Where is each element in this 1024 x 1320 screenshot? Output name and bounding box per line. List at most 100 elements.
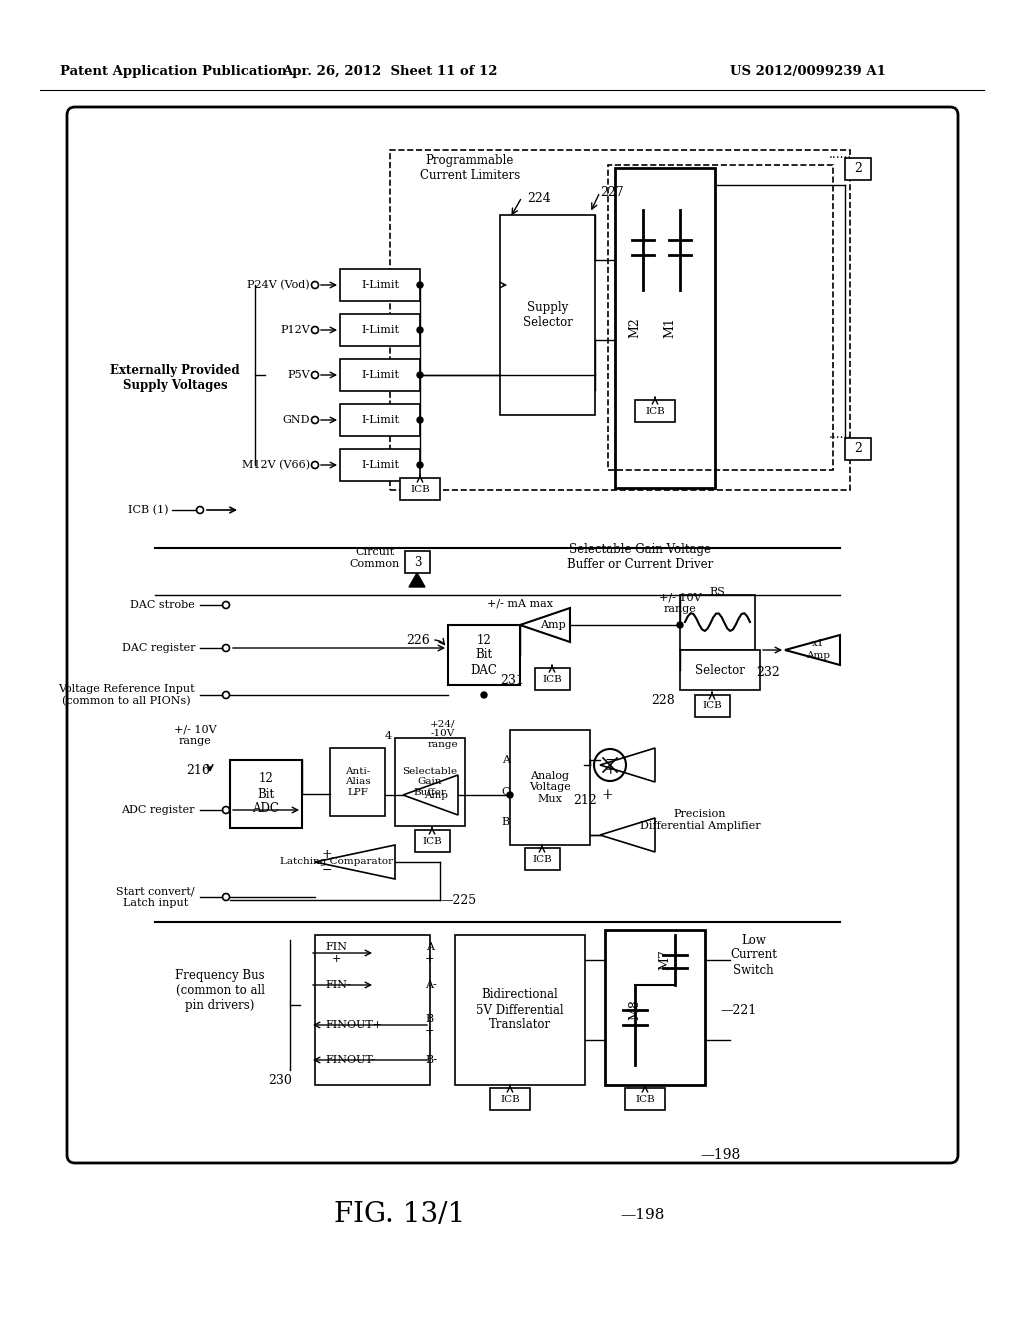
Text: 2: 2 [854, 442, 862, 455]
Text: −: − [322, 863, 332, 876]
Text: DAC register: DAC register [122, 643, 195, 653]
Text: Analog
Voltage
Mux: Analog Voltage Mux [529, 771, 570, 804]
Text: Frequency Bus
(common to all
pin drivers): Frequency Bus (common to all pin drivers… [175, 969, 265, 1011]
Text: ICB: ICB [411, 484, 430, 494]
Text: Voltage Reference Input
(common to all PIONs): Voltage Reference Input (common to all P… [58, 684, 195, 706]
Text: FIN-: FIN- [325, 979, 351, 990]
Text: M2: M2 [629, 318, 641, 338]
Text: A: A [502, 755, 510, 766]
Polygon shape [785, 635, 840, 665]
Bar [415, 830, 450, 851]
Text: I-Limit: I-Limit [361, 459, 399, 470]
Bar [340, 404, 420, 436]
Bar [615, 168, 715, 488]
Bar [400, 478, 440, 500]
Circle shape [507, 792, 513, 799]
Polygon shape [403, 775, 458, 814]
Text: 226: 226 [407, 634, 430, 647]
Text: ICB: ICB [532, 854, 552, 863]
Text: A
+: A + [425, 942, 434, 964]
Text: +/- mA max: +/- mA max [487, 598, 553, 609]
Bar [680, 595, 755, 649]
Bar [525, 847, 560, 870]
Bar [845, 158, 871, 180]
Bar [330, 748, 385, 816]
Polygon shape [600, 748, 655, 781]
Text: I-Limit: I-Limit [361, 280, 399, 290]
Text: Selector: Selector [695, 664, 744, 676]
Text: M8: M8 [629, 999, 641, 1020]
Text: FINOUT+: FINOUT+ [325, 1020, 382, 1030]
Text: A-: A- [425, 979, 437, 990]
Text: Amp: Amp [806, 651, 830, 660]
Polygon shape [409, 573, 425, 587]
Bar [340, 269, 420, 301]
Text: ICB (1): ICB (1) [128, 504, 168, 515]
Text: I-Limit: I-Limit [361, 414, 399, 425]
Text: ICB: ICB [500, 1094, 520, 1104]
Text: Low
Current
Switch: Low Current Switch [730, 933, 777, 977]
Text: 4: 4 [385, 731, 392, 741]
Text: M7: M7 [658, 949, 672, 970]
Circle shape [417, 372, 423, 378]
Text: 227: 227 [600, 186, 624, 199]
Text: 231: 231 [500, 673, 524, 686]
Text: B-: B- [425, 1055, 437, 1065]
Text: 12
Bit
DAC: 12 Bit DAC [471, 634, 498, 676]
Bar [695, 696, 730, 717]
Text: P24V (Vod): P24V (Vod) [248, 280, 310, 290]
Text: ICB: ICB [543, 675, 562, 684]
Text: Externally Provided
Supply Voltages: Externally Provided Supply Voltages [111, 364, 240, 392]
Text: B
+: B + [425, 1014, 434, 1036]
Text: +: + [604, 763, 615, 777]
Text: Supply
Selector: Supply Selector [522, 301, 572, 329]
Circle shape [481, 692, 487, 698]
Text: +/- 10V
range: +/- 10V range [658, 593, 701, 614]
Bar [340, 314, 420, 346]
Text: Selectable Gain Voltage
Buffer or Current Driver: Selectable Gain Voltage Buffer or Curren… [567, 543, 713, 572]
Bar [455, 935, 585, 1085]
Text: C: C [502, 787, 510, 797]
FancyBboxPatch shape [67, 107, 958, 1163]
Polygon shape [315, 845, 395, 879]
Text: ......: ...... [828, 149, 852, 161]
Text: I-Limit: I-Limit [361, 325, 399, 335]
Circle shape [417, 282, 423, 288]
Bar [406, 550, 430, 573]
Circle shape [417, 462, 423, 469]
Bar [315, 935, 430, 1085]
Polygon shape [600, 818, 655, 851]
Circle shape [417, 417, 423, 422]
Bar [625, 1088, 665, 1110]
Text: 3: 3 [414, 556, 421, 569]
Text: US 2012/0099239 A1: US 2012/0099239 A1 [730, 66, 886, 78]
Bar [608, 165, 833, 470]
Text: Start convert/
Latch input: Start convert/ Latch input [117, 886, 195, 908]
Text: GND: GND [283, 414, 310, 425]
Text: +24/
-10V
range: +24/ -10V range [428, 719, 459, 748]
Text: +/- 10V
range: +/- 10V range [174, 725, 216, 746]
Bar [340, 449, 420, 480]
Bar [605, 931, 705, 1085]
Text: RS: RS [709, 587, 725, 597]
Text: −: − [604, 752, 615, 767]
Text: —198: —198 [620, 1208, 665, 1222]
Text: ADC register: ADC register [122, 805, 195, 814]
Text: 12
Bit
ADC: 12 Bit ADC [253, 772, 280, 816]
Circle shape [417, 327, 423, 333]
Text: 224: 224 [527, 191, 551, 205]
Text: Precision
Differential Amplifier: Precision Differential Amplifier [640, 809, 760, 830]
Text: FIN
+: FIN + [325, 942, 347, 964]
Text: ICB: ICB [635, 1094, 655, 1104]
Polygon shape [520, 609, 570, 642]
Text: —225: —225 [440, 894, 476, 907]
Text: +: + [601, 788, 612, 803]
Text: FINOUT-: FINOUT- [325, 1055, 375, 1065]
Text: ICB: ICB [645, 407, 665, 416]
Text: x1: x1 [812, 639, 824, 648]
Text: ICB: ICB [423, 837, 442, 846]
Text: 216: 216 [186, 763, 210, 776]
Text: ......: ...... [828, 429, 852, 441]
Bar [510, 730, 590, 845]
Circle shape [677, 622, 683, 628]
